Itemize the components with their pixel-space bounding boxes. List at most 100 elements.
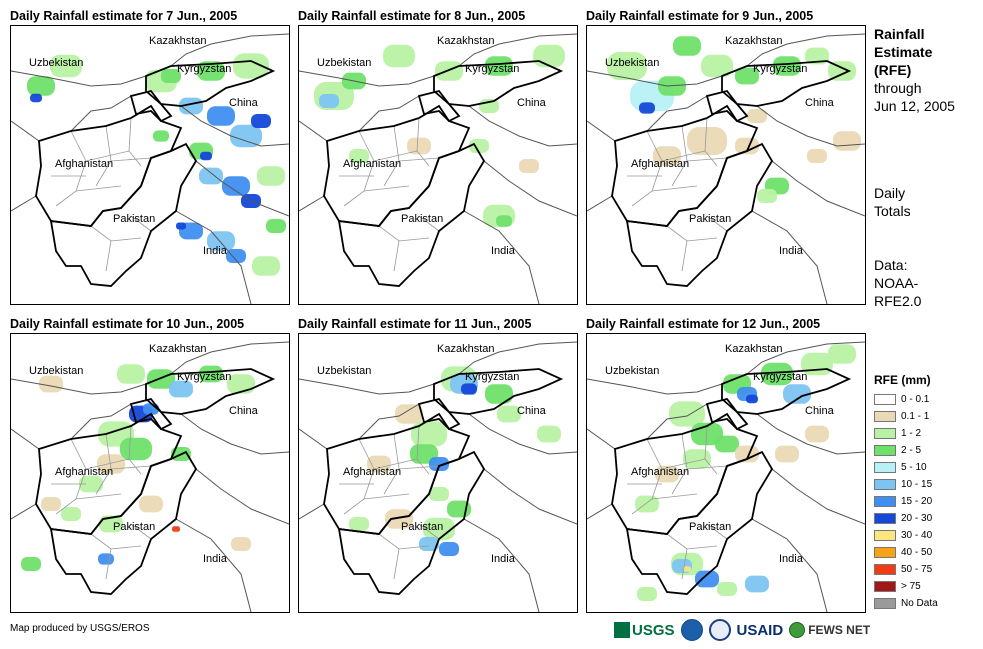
province-boundary xyxy=(85,458,130,470)
country-label-kyrgyzstan: Kyrgyzstan xyxy=(465,63,519,75)
legend-label: 1 - 2 xyxy=(901,428,922,439)
legend-label: 30 - 40 xyxy=(901,530,933,541)
rain-cell xyxy=(461,383,477,395)
rainfall-map-jun11: Kazakhstan Uzbekistan Kyrgyzstan China Afgha… xyxy=(298,333,578,613)
country-label-india: India xyxy=(203,553,228,565)
rain-cell xyxy=(519,159,539,173)
rain-cell xyxy=(673,36,701,56)
country-label-kazakhstan: Kazakhstan xyxy=(149,343,206,355)
rain-cell xyxy=(383,44,415,68)
rain-cell xyxy=(485,384,513,404)
globe-icon xyxy=(789,622,806,638)
side-heading: Rainfall Estimate (RFE) through Jun 12, … xyxy=(874,25,955,115)
rain-cell xyxy=(783,384,811,404)
international-boundary xyxy=(11,195,37,212)
rain-cell xyxy=(773,56,801,76)
pakistan-border xyxy=(625,450,774,595)
rain-cell xyxy=(231,537,251,551)
rain-cell xyxy=(419,537,439,551)
country-label-uzbekistan: Uzbekistan xyxy=(317,57,371,69)
rain-cell xyxy=(251,114,271,128)
rain-cell xyxy=(319,94,339,108)
international-boundary xyxy=(175,518,252,612)
rain-cell xyxy=(257,166,285,186)
province-boundary xyxy=(651,185,698,192)
map-svg: Kazakhstan Uzbekistan Kyrgyzstan China Afgha… xyxy=(299,341,577,612)
heading-line-1: Rainfall xyxy=(874,26,925,42)
rain-cell xyxy=(429,487,449,501)
legend-label: 15 - 20 xyxy=(901,496,933,507)
international-boundary xyxy=(175,210,252,304)
legend-label: 2 - 5 xyxy=(901,445,922,456)
province-boundary xyxy=(75,493,122,500)
country-label-afghanistan: Afghanistan xyxy=(343,466,401,478)
international-boundary xyxy=(587,195,613,212)
pakistan-border xyxy=(49,450,198,595)
rain-cell xyxy=(266,219,286,233)
through-text: through xyxy=(874,80,922,96)
rain-cell xyxy=(50,54,82,78)
country-label-kyrgyzstan: Kyrgyzstan xyxy=(753,371,807,383)
province-boundary xyxy=(130,215,152,232)
province-boundary xyxy=(418,523,440,540)
legend-swatch xyxy=(874,411,896,422)
rain-cell xyxy=(172,526,180,532)
rainfall-map-jun12: Kazakhstan Uzbekistan Kyrgyzstan China Afgha… xyxy=(586,333,866,613)
rain-cell xyxy=(537,425,561,443)
rain-cell xyxy=(349,149,369,163)
rain-cell xyxy=(139,495,163,513)
international-boundary xyxy=(483,160,577,217)
province-boundary xyxy=(373,458,418,470)
rain-cell xyxy=(833,131,861,151)
country-label-pakistan: Pakistan xyxy=(689,213,731,225)
rain-cell xyxy=(30,93,42,103)
rain-cell xyxy=(169,380,193,398)
daily-line-1: Daily xyxy=(874,185,906,201)
legend-label: 20 - 30 xyxy=(901,513,933,524)
country-label-china: China xyxy=(517,405,547,417)
panel-title-jun12: Daily Rainfall estimate for 12 Jun., 200… xyxy=(586,317,821,331)
international-boundary xyxy=(771,468,865,525)
province-boundary xyxy=(651,493,698,500)
international-boundary xyxy=(756,105,865,147)
rain-cell xyxy=(98,553,114,565)
rain-cell xyxy=(828,61,856,81)
rainfall-layer xyxy=(21,364,255,571)
map-svg: Kazakhstan Uzbekistan Kyrgyzstan China Afgha… xyxy=(587,341,865,612)
international-boundary xyxy=(299,428,328,450)
rain-cell xyxy=(97,454,125,474)
province-boundary xyxy=(90,533,142,550)
rain-cell xyxy=(635,495,659,513)
international-boundary xyxy=(11,120,40,142)
rain-cell xyxy=(230,124,262,148)
rain-cell xyxy=(807,149,827,163)
country-label-india: India xyxy=(203,245,228,257)
legend-swatch xyxy=(874,462,896,473)
rain-cell xyxy=(61,507,81,521)
rain-cell xyxy=(207,106,235,126)
logo-bar: USGS USAID FEWS NET xyxy=(614,616,870,644)
pakistan-border xyxy=(49,142,198,287)
country-label-india: India xyxy=(779,553,804,565)
legend-label: 5 - 10 xyxy=(901,462,927,473)
international-boundary xyxy=(11,428,40,450)
international-boundary xyxy=(463,518,540,612)
province-boundary xyxy=(378,225,430,242)
rain-cell xyxy=(99,515,123,533)
rainfall-layer xyxy=(27,53,286,276)
province-boundary xyxy=(110,157,152,162)
rain-cell xyxy=(226,249,246,263)
rain-cell xyxy=(695,570,719,588)
rain-cell xyxy=(746,394,758,404)
rain-cell xyxy=(222,176,250,196)
province-boundary xyxy=(90,225,142,242)
map-svg: Kazakhstan Uzbekistan Kyrgyzstan China Afgha… xyxy=(299,33,577,304)
rain-cell xyxy=(735,137,759,155)
rain-cell xyxy=(735,67,759,85)
legend-label: 50 - 75 xyxy=(901,564,933,575)
province-boundary xyxy=(85,150,130,162)
usgs-mark-icon xyxy=(614,622,630,638)
rain-cell xyxy=(435,61,463,81)
province-boundary xyxy=(393,240,400,272)
rain-cell xyxy=(653,146,681,166)
